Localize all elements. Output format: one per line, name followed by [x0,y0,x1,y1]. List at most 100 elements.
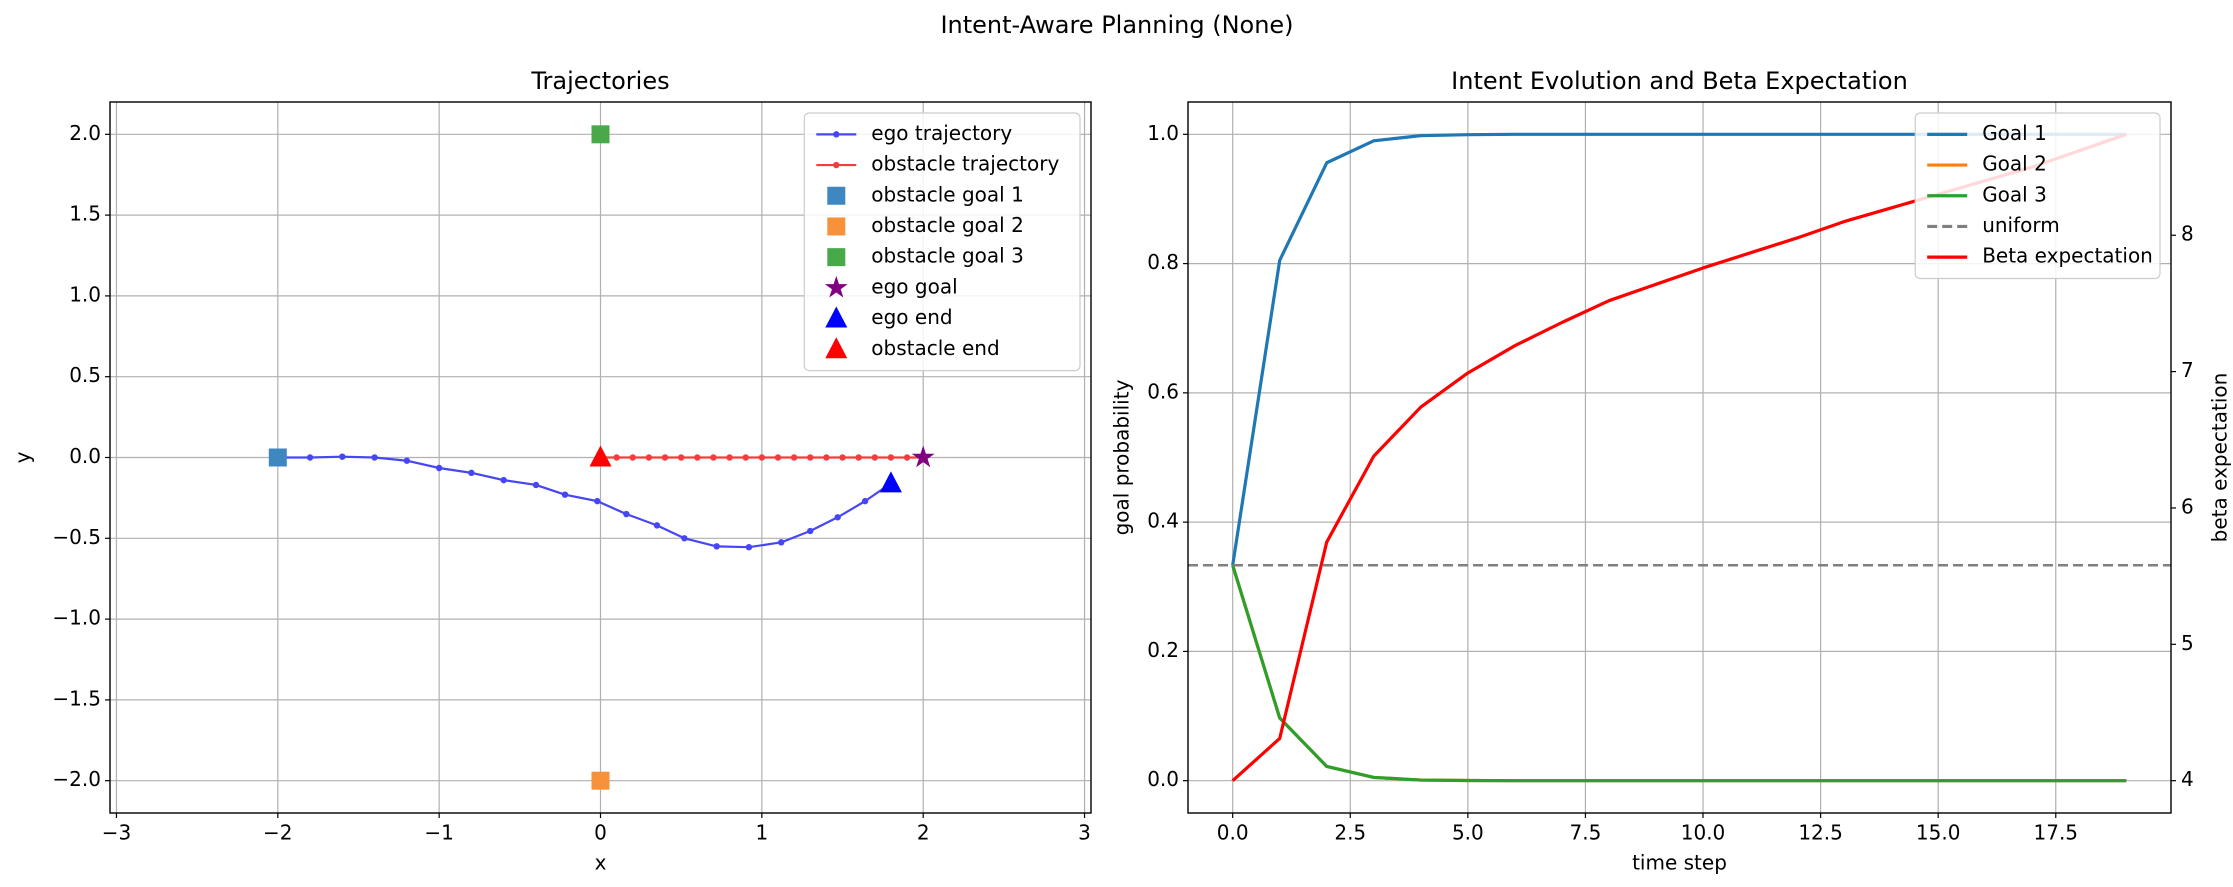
point [758,454,766,461]
point [306,454,314,461]
y-tick-label: 0.8 [1147,250,1179,274]
y-tick-label: 0.0 [69,444,101,468]
y2-tick-label: 5 [2181,631,2194,655]
y-tick-label: 0.5 [69,363,101,387]
figure-title: Intent-Aware Planning (None) [940,11,1293,39]
point [468,469,475,477]
y2-axis-label: beta expectation [2208,373,2232,543]
square-marker [591,771,610,790]
y2-tick-label: 7 [2181,358,2194,382]
point [807,527,814,535]
point [778,539,785,546]
y-tick-label: −0.5 [52,525,101,549]
point [726,454,733,461]
point [861,497,869,505]
point [774,454,782,461]
y-tick-label: 1.5 [69,202,101,226]
x-tick-label: 2.5 [1334,821,1366,845]
point [790,454,798,461]
axes-title: Trajectories [530,67,669,95]
point [839,454,846,461]
point [694,454,701,461]
x-tick-label: −1 [424,821,453,845]
legend-box [1914,112,2161,280]
axes-title: Intent Evolution and Beta Expectation [1451,67,1908,95]
point [713,543,720,550]
y-tick-label: 0.2 [1147,638,1179,662]
series-line [1231,564,2127,783]
x-tick-label: −3 [102,821,131,845]
y-tick-label: 1.0 [69,282,101,306]
x-tick-label: 0 [594,821,607,845]
x-axis-label: time step [1632,851,1727,875]
point [435,464,443,472]
legend-label: obstacle goal 1 [871,182,1024,206]
legend-label: ego trajectory [871,121,1012,145]
point [834,514,841,521]
triangle-marker [879,471,902,493]
legend-box [803,112,1081,372]
point [403,457,411,464]
point [823,454,830,461]
y-axis-label: goal probability [1110,379,1134,535]
y-tick-label: 1.0 [1147,121,1179,145]
legend-marker [825,306,848,328]
legend-label: Beta expectation [1982,244,2153,268]
x-tick-label: 17.5 [2034,821,2079,845]
point [871,454,878,461]
axes-frame [109,101,1092,814]
legend-label: obstacle goal 3 [871,244,1024,268]
legend-label: ego goal [871,274,957,298]
point [887,454,895,461]
x-tick-label: 10.0 [1681,821,1726,845]
legend-label: Goal 2 [1982,152,2047,176]
legend-label: uniform [1982,213,2060,237]
legend-label: Goal 1 [1982,121,2047,145]
legend-label: obstacle trajectory [871,152,1059,176]
x-tick-label: 15.0 [1916,821,1961,845]
legend-marker [827,186,846,205]
axes-frame [1187,101,2172,814]
point [371,454,378,461]
legend-label: obstacle end [871,336,999,360]
point [661,454,669,461]
point [681,535,688,542]
y-tick-label: 2.0 [69,121,101,145]
point [500,476,507,484]
point [561,491,569,498]
point [613,454,620,461]
triangle-marker [589,445,612,467]
series-line [277,455,892,549]
point [807,454,814,461]
point [623,510,630,518]
legend-marker [825,337,848,359]
point [629,454,636,461]
point [677,454,685,461]
x-tick-label: 5.0 [1452,821,1484,845]
point [594,497,601,505]
legend-marker [833,131,840,138]
square-marker [591,125,610,144]
x-tick-label: 1 [755,821,768,845]
star-marker [911,445,935,468]
y2-tick-label: 8 [2181,222,2194,246]
x-tick-label: 7.5 [1570,821,1602,845]
x-tick-label: 2 [917,821,930,845]
point [532,481,540,489]
x-axis-label: x [595,851,607,875]
point [855,454,862,461]
y-tick-label: −1.5 [52,686,101,710]
y-tick-label: 0.4 [1147,509,1179,533]
legend-marker [827,217,846,236]
series-line [1231,564,2127,783]
point [653,522,661,529]
point [645,454,653,461]
legend-label: obstacle goal 2 [871,213,1024,237]
plot-area [268,125,935,790]
y-tick-label: 0.0 [1147,767,1179,791]
x-tick-label: 12.5 [1798,821,1843,845]
legend-marker [824,275,848,298]
x-tick-label: 3 [1078,821,1091,845]
y-tick-label: −2.0 [52,767,101,791]
